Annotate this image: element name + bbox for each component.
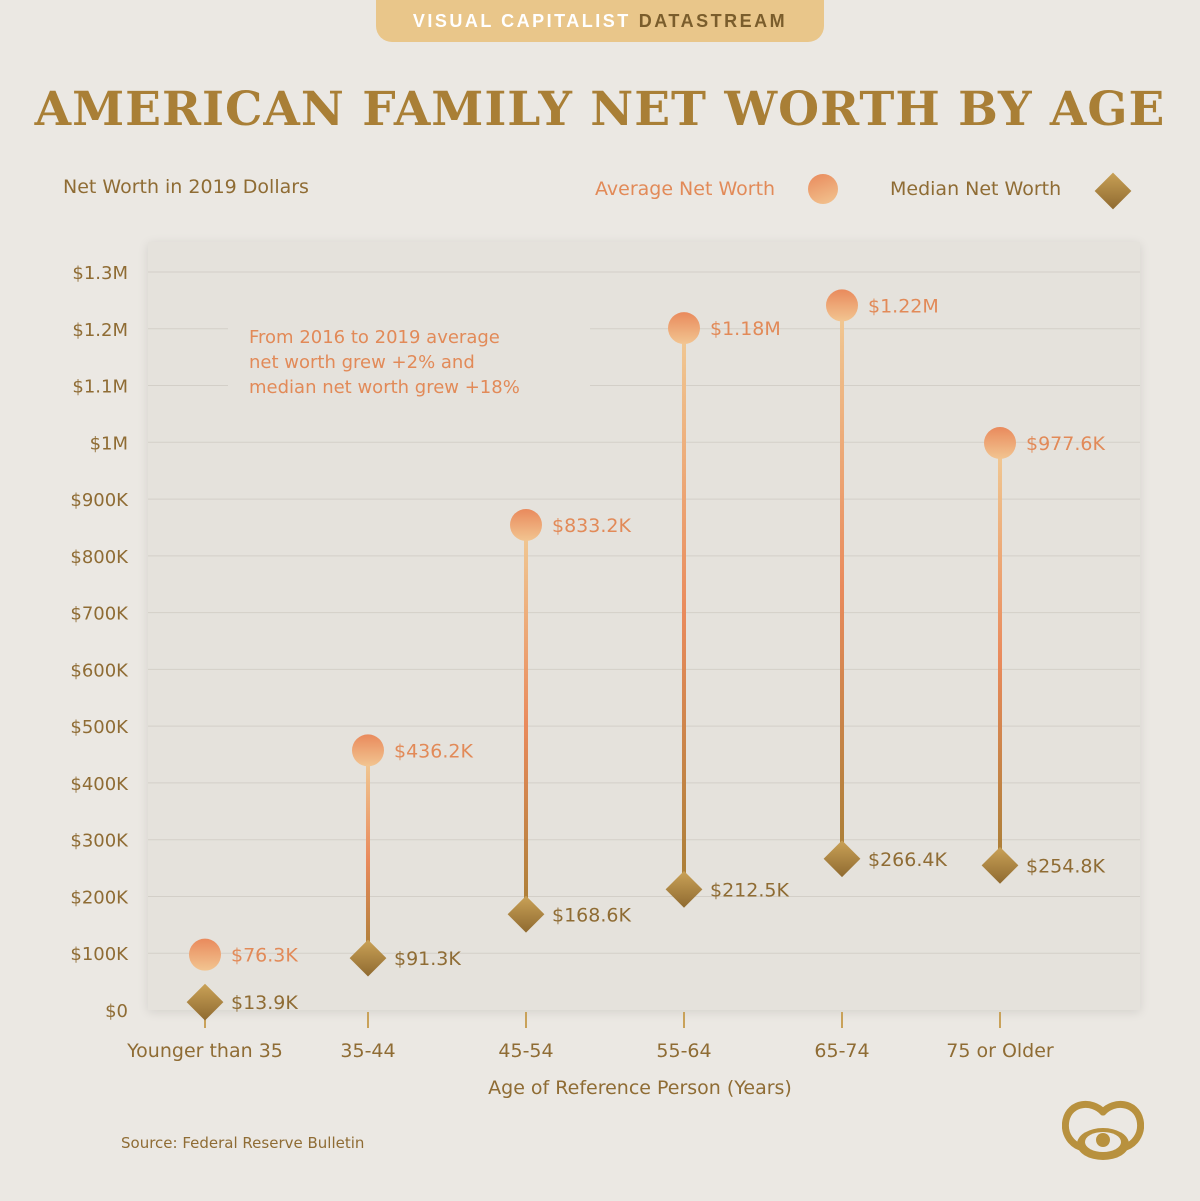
y-tick-label: $600K bbox=[70, 660, 129, 681]
x-tick-label: 55-64 bbox=[656, 1040, 711, 1062]
median-value-label: $91.3K bbox=[394, 948, 461, 970]
annotation-background bbox=[228, 318, 590, 404]
x-axis-label: Age of Reference Person (Years) bbox=[488, 1077, 792, 1099]
average-point bbox=[189, 938, 221, 971]
median-point bbox=[823, 840, 861, 878]
y-tick-label: $200K bbox=[70, 887, 129, 908]
y-tick-label: $1.2M bbox=[72, 320, 128, 341]
chart-title: AMERICAN FAMILY NET WORTH BY AGE bbox=[34, 82, 1166, 137]
median-point bbox=[665, 870, 703, 908]
x-axis-ticks: Younger than 35 35-44 45-54 55-64 65-74 75 or… bbox=[126, 1012, 1054, 1062]
y-tick-label: $0 bbox=[105, 1001, 128, 1022]
x-tick-label: 45-54 bbox=[498, 1040, 553, 1062]
annotation-line: From 2016 to 2019 average bbox=[249, 327, 500, 348]
banner-product: DATASTREAM bbox=[638, 10, 788, 31]
legend-average-label: Average Net Worth bbox=[595, 178, 776, 200]
median-point bbox=[507, 895, 545, 933]
average-value-label: $436.2K bbox=[394, 740, 473, 762]
y-tick-label: $500K bbox=[70, 717, 129, 738]
average-value-label: $977.6K bbox=[1026, 433, 1105, 455]
average-point bbox=[984, 427, 1016, 460]
legend-median-label: Median Net Worth bbox=[890, 178, 1062, 200]
y-tick-label: $1.3M bbox=[72, 263, 128, 284]
average-value-label: $833.2K bbox=[552, 515, 631, 537]
median-value-label: $13.9K bbox=[231, 992, 298, 1014]
y-tick-label: $800K bbox=[70, 547, 129, 568]
median-point bbox=[981, 846, 1019, 884]
average-value-label: $1.22M bbox=[868, 295, 939, 317]
y-tick-label: $1M bbox=[90, 433, 128, 454]
legend-average-circle-icon bbox=[808, 174, 838, 204]
median-value-label: $212.5K bbox=[710, 879, 789, 901]
visual-capitalist-logo bbox=[1062, 1101, 1144, 1160]
median-point bbox=[186, 983, 224, 1021]
average-point bbox=[510, 508, 542, 541]
data-labels: $76.3K $13.9K $436.2K $91.3K $833.2K $168.6K $… bbox=[231, 295, 1105, 1014]
x-tick-label: Younger than 35 bbox=[126, 1040, 283, 1062]
average-point bbox=[352, 734, 384, 767]
annotation: From 2016 to 2019 average net worth grew … bbox=[228, 318, 590, 404]
banner-brand: VISUAL CAPITALIST bbox=[412, 10, 631, 31]
x-tick-label: 75 or Older bbox=[946, 1040, 1054, 1062]
stem-line bbox=[524, 536, 528, 915]
median-value-label: $254.8K bbox=[1026, 855, 1105, 877]
stem-line bbox=[998, 455, 1002, 866]
average-value-label: $76.3K bbox=[231, 945, 298, 967]
y-tick-label: $1.1M bbox=[72, 377, 128, 398]
annotation-line: net worth grew +2% and bbox=[249, 352, 475, 373]
stem-line bbox=[682, 340, 686, 890]
x-tick-label: 65-74 bbox=[814, 1040, 869, 1062]
banner: VISUAL CAPITALIST DATASTREAM bbox=[376, 0, 824, 42]
y-tick-label: $300K bbox=[70, 831, 129, 852]
y-axis-ticks: $0 $100K $200K $300K $400K $500K $600K $700K $80… bbox=[70, 263, 129, 1022]
annotation-line: median net worth grew +18% bbox=[249, 377, 520, 398]
x-tick-label: 35-44 bbox=[340, 1040, 395, 1062]
y-tick-label: $400K bbox=[70, 774, 129, 795]
median-value-label: $168.6K bbox=[552, 904, 631, 926]
median-point bbox=[349, 939, 387, 977]
y-tick-label: $900K bbox=[70, 490, 129, 511]
y-tick-label: $700K bbox=[70, 604, 129, 625]
average-point bbox=[668, 312, 700, 345]
average-value-label: $1.18M bbox=[710, 318, 781, 340]
y-tick-label: $100K bbox=[70, 944, 129, 965]
stems bbox=[366, 317, 1002, 959]
stem-line bbox=[366, 762, 370, 959]
median-value-label: $266.4K bbox=[868, 849, 947, 871]
chart-subtitle: Net Worth in 2019 Dollars bbox=[63, 176, 309, 198]
source-note: Source: Federal Reserve Bulletin bbox=[121, 1134, 365, 1152]
average-point bbox=[826, 289, 858, 322]
stem-line bbox=[840, 317, 844, 859]
data-marks bbox=[186, 289, 1019, 1021]
